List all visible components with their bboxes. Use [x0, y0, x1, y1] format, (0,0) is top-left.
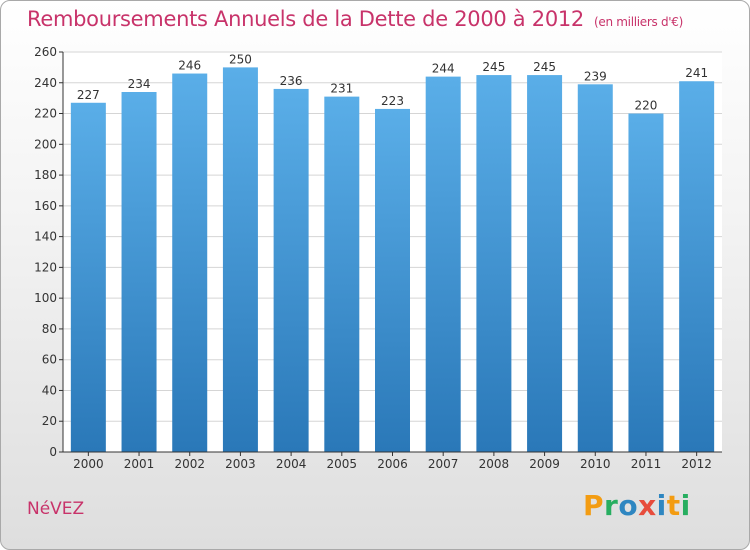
logo-letter: t	[666, 489, 681, 522]
data-label: 227	[77, 88, 100, 102]
chart-title: Remboursements Annuels de la Dette de 20…	[27, 7, 683, 31]
logo-letter: i	[680, 489, 691, 522]
data-label: 245	[533, 60, 556, 74]
logo-letter: o	[618, 489, 639, 522]
x-tick-label: 2010	[580, 457, 611, 471]
logo-letter: P	[583, 489, 605, 522]
data-label: 220	[635, 99, 658, 113]
logo-letter: x	[638, 489, 657, 522]
x-tick-label: 2011	[631, 457, 662, 471]
bar	[375, 108, 410, 452]
data-label: 241	[685, 66, 708, 80]
data-label: 246	[178, 59, 201, 73]
x-tick-label: 2008	[479, 457, 510, 471]
data-label: 223	[381, 94, 404, 108]
y-tick-label: 260	[34, 45, 57, 59]
bars	[70, 67, 715, 453]
bar	[172, 73, 208, 453]
data-label: 239	[584, 69, 607, 83]
bar	[273, 88, 309, 452]
y-tick-label: 100	[34, 291, 57, 305]
data-label: 245	[482, 60, 505, 74]
bar	[628, 113, 664, 453]
y-tick-label: 80	[42, 322, 57, 336]
bar	[121, 92, 157, 452]
y-axis: 0 20 40 60 80 100 120 140 160 180 200 220 240 260	[34, 45, 64, 459]
bar	[577, 84, 613, 453]
y-tick-label: 20	[42, 414, 57, 428]
x-tick-label: 2004	[276, 457, 307, 471]
bar	[476, 75, 512, 453]
y-tick-label: 120	[34, 260, 57, 274]
x-tick-label: 2003	[225, 457, 256, 471]
x-tick-label: 2009	[529, 457, 560, 471]
y-tick-label: 40	[42, 383, 57, 397]
x-tick-label: 2000	[73, 457, 104, 471]
bar	[679, 81, 715, 452]
x-tick-label: 2006	[377, 457, 408, 471]
logo-letter: r	[604, 489, 619, 522]
y-tick-label: 160	[34, 199, 57, 213]
y-tick-label: 0	[49, 445, 57, 459]
logo-letter: i	[656, 489, 667, 522]
y-tick-label: 240	[34, 76, 57, 90]
y-tick-label: 180	[34, 168, 57, 182]
x-tick-label: 2007	[428, 457, 459, 471]
bar	[70, 102, 106, 453]
data-label: 236	[280, 74, 303, 88]
proxiti-logo: Proxiti	[583, 489, 691, 522]
bar	[527, 75, 563, 453]
y-tick-label: 140	[34, 230, 57, 244]
y-tick-label: 220	[34, 107, 57, 121]
y-tick-label: 200	[34, 137, 57, 151]
chart-title-text: Remboursements Annuels de la Dette de 20…	[27, 7, 584, 31]
y-tick-label: 60	[42, 353, 57, 367]
data-label: 231	[330, 82, 353, 96]
commune-name: NéVEZ	[27, 499, 85, 519]
x-tick-label: 2005	[327, 457, 358, 471]
bar	[222, 67, 258, 452]
bar	[425, 76, 461, 452]
data-labels: 227 234 246 250 236 231 223 244 245 245 239 220 241	[77, 52, 708, 112]
x-tick-label: 2002	[174, 457, 205, 471]
x-tick-label: 2001	[124, 457, 155, 471]
data-label: 244	[432, 62, 455, 76]
bar	[324, 96, 360, 452]
chart-subtitle: (en milliers d'€)	[594, 15, 684, 29]
data-label: 250	[229, 52, 252, 66]
x-axis: 2000 2001 2002 2003 2004 2005 2006 2007 2008 2009…	[63, 451, 722, 471]
x-tick-label: 2012	[681, 457, 712, 471]
data-label: 234	[128, 77, 151, 91]
